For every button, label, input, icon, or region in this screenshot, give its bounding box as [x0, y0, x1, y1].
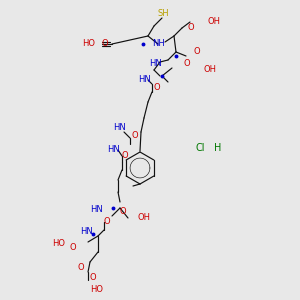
- Text: O: O: [122, 152, 129, 160]
- Text: OH: OH: [203, 65, 216, 74]
- Text: HO: HO: [90, 286, 103, 295]
- Text: O: O: [183, 59, 190, 68]
- Text: O: O: [187, 23, 194, 32]
- Text: HN: HN: [149, 59, 162, 68]
- Text: O: O: [78, 263, 85, 272]
- Text: HN: HN: [90, 206, 103, 214]
- Text: HO: HO: [52, 239, 65, 248]
- Text: HN: HN: [107, 146, 120, 154]
- Text: HO: HO: [82, 40, 95, 49]
- Text: O: O: [193, 47, 200, 56]
- Text: Cl: Cl: [196, 143, 206, 153]
- Text: HN: HN: [138, 76, 151, 85]
- Text: OH: OH: [207, 17, 220, 26]
- Text: O: O: [70, 244, 76, 253]
- Text: O: O: [90, 274, 97, 283]
- Text: HN: HN: [113, 124, 126, 133]
- Text: NH: NH: [152, 40, 165, 49]
- Text: O: O: [101, 40, 108, 49]
- Text: O: O: [120, 208, 127, 217]
- Text: OH: OH: [138, 214, 151, 223]
- Text: HN: HN: [80, 227, 93, 236]
- Text: O: O: [131, 131, 138, 140]
- Text: O: O: [103, 218, 110, 226]
- Text: O: O: [153, 83, 160, 92]
- Text: SH: SH: [158, 10, 169, 19]
- Text: H: H: [214, 143, 221, 153]
